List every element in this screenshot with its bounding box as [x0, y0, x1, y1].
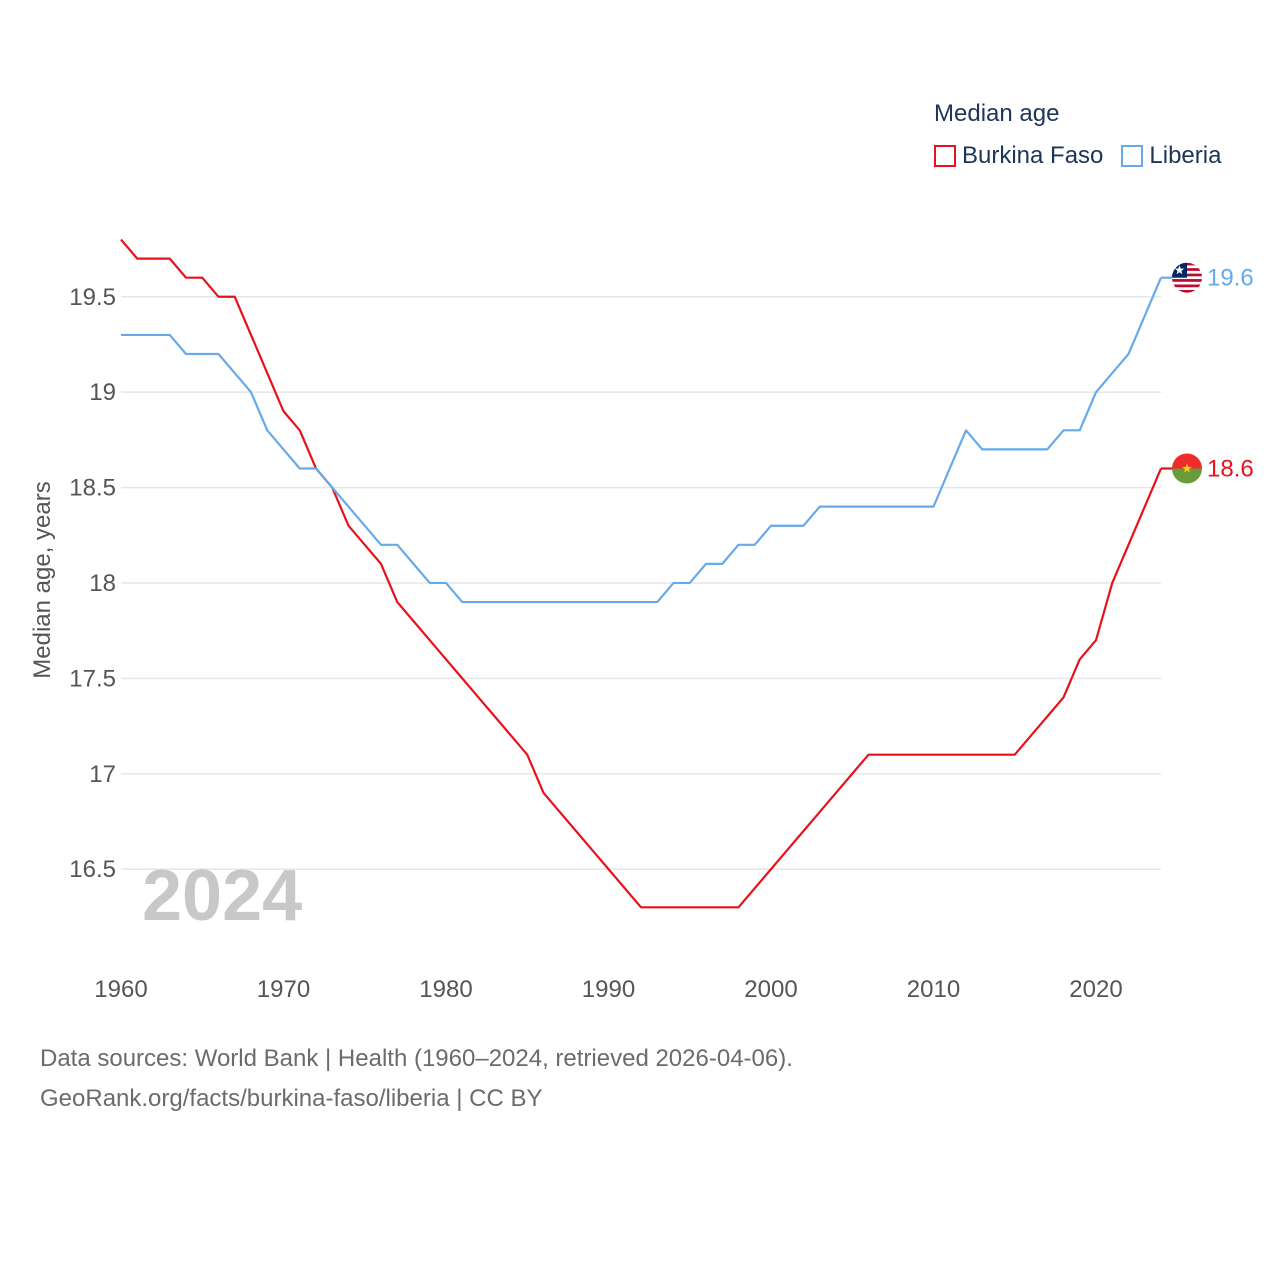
end-value-label: 18.6 — [1207, 455, 1254, 482]
legend-swatch-liberia — [1121, 145, 1144, 167]
legend-item-liberia[interactable]: Liberia — [1121, 142, 1221, 170]
x-tick-label: 2020 — [1069, 976, 1122, 1003]
y-tick-label: 19.5 — [69, 284, 116, 311]
grid-lines — [121, 296, 1161, 870]
series-line-liberia — [121, 277, 1163, 604]
y-tick-label: 18 — [89, 570, 116, 597]
legend-label-liberia: Liberia — [1149, 142, 1222, 169]
x-tick-label: 1960 — [94, 976, 147, 1003]
y-tick-label: 16.5 — [69, 856, 116, 883]
y-axis-ticks: 16.5 17 17.5 18 18.5 19 19.5 — [69, 284, 116, 883]
series-line-burkina-faso — [120, 238, 1163, 909]
y-tick-label: 18.5 — [69, 475, 116, 502]
liberia-flag-icon — [1172, 262, 1202, 293]
x-axis-ticks: 1960 1970 1980 1990 2000 2010 2020 — [94, 976, 1122, 1003]
legend-label-burkina-faso: Burkina Faso — [962, 142, 1104, 169]
legend: Burkina Faso Liberia — [934, 142, 1221, 170]
x-tick-label: 1980 — [419, 976, 472, 1003]
y-axis-label: Median age, years — [29, 481, 56, 678]
y-tick-label: 19 — [89, 379, 116, 406]
x-tick-label: 2000 — [744, 976, 797, 1003]
y-tick-label: 17.5 — [69, 665, 116, 692]
year-watermark: 2024 — [142, 856, 302, 936]
burkina-faso-flag-icon — [1172, 453, 1202, 484]
x-tick-label: 2010 — [907, 976, 960, 1003]
legend-title: Median age — [934, 100, 1060, 127]
x-tick-label: 1990 — [582, 976, 635, 1003]
footer-sources: Data sources: World Bank | Health (1960–… — [40, 1045, 793, 1072]
legend-swatch-burkina-faso — [934, 145, 956, 167]
legend-item-burkina-faso[interactable]: Burkina Faso — [934, 142, 1103, 170]
y-tick-label: 17 — [89, 761, 116, 788]
series-end-markers: 18.6 19.6 — [1161, 262, 1254, 484]
end-value-label: 19.6 — [1207, 265, 1254, 292]
series-lines — [120, 238, 1163, 909]
footer-link[interactable]: GeoRank.org/facts/burkina-faso/liberia |… — [40, 1085, 543, 1112]
x-tick-label: 1970 — [257, 976, 310, 1003]
